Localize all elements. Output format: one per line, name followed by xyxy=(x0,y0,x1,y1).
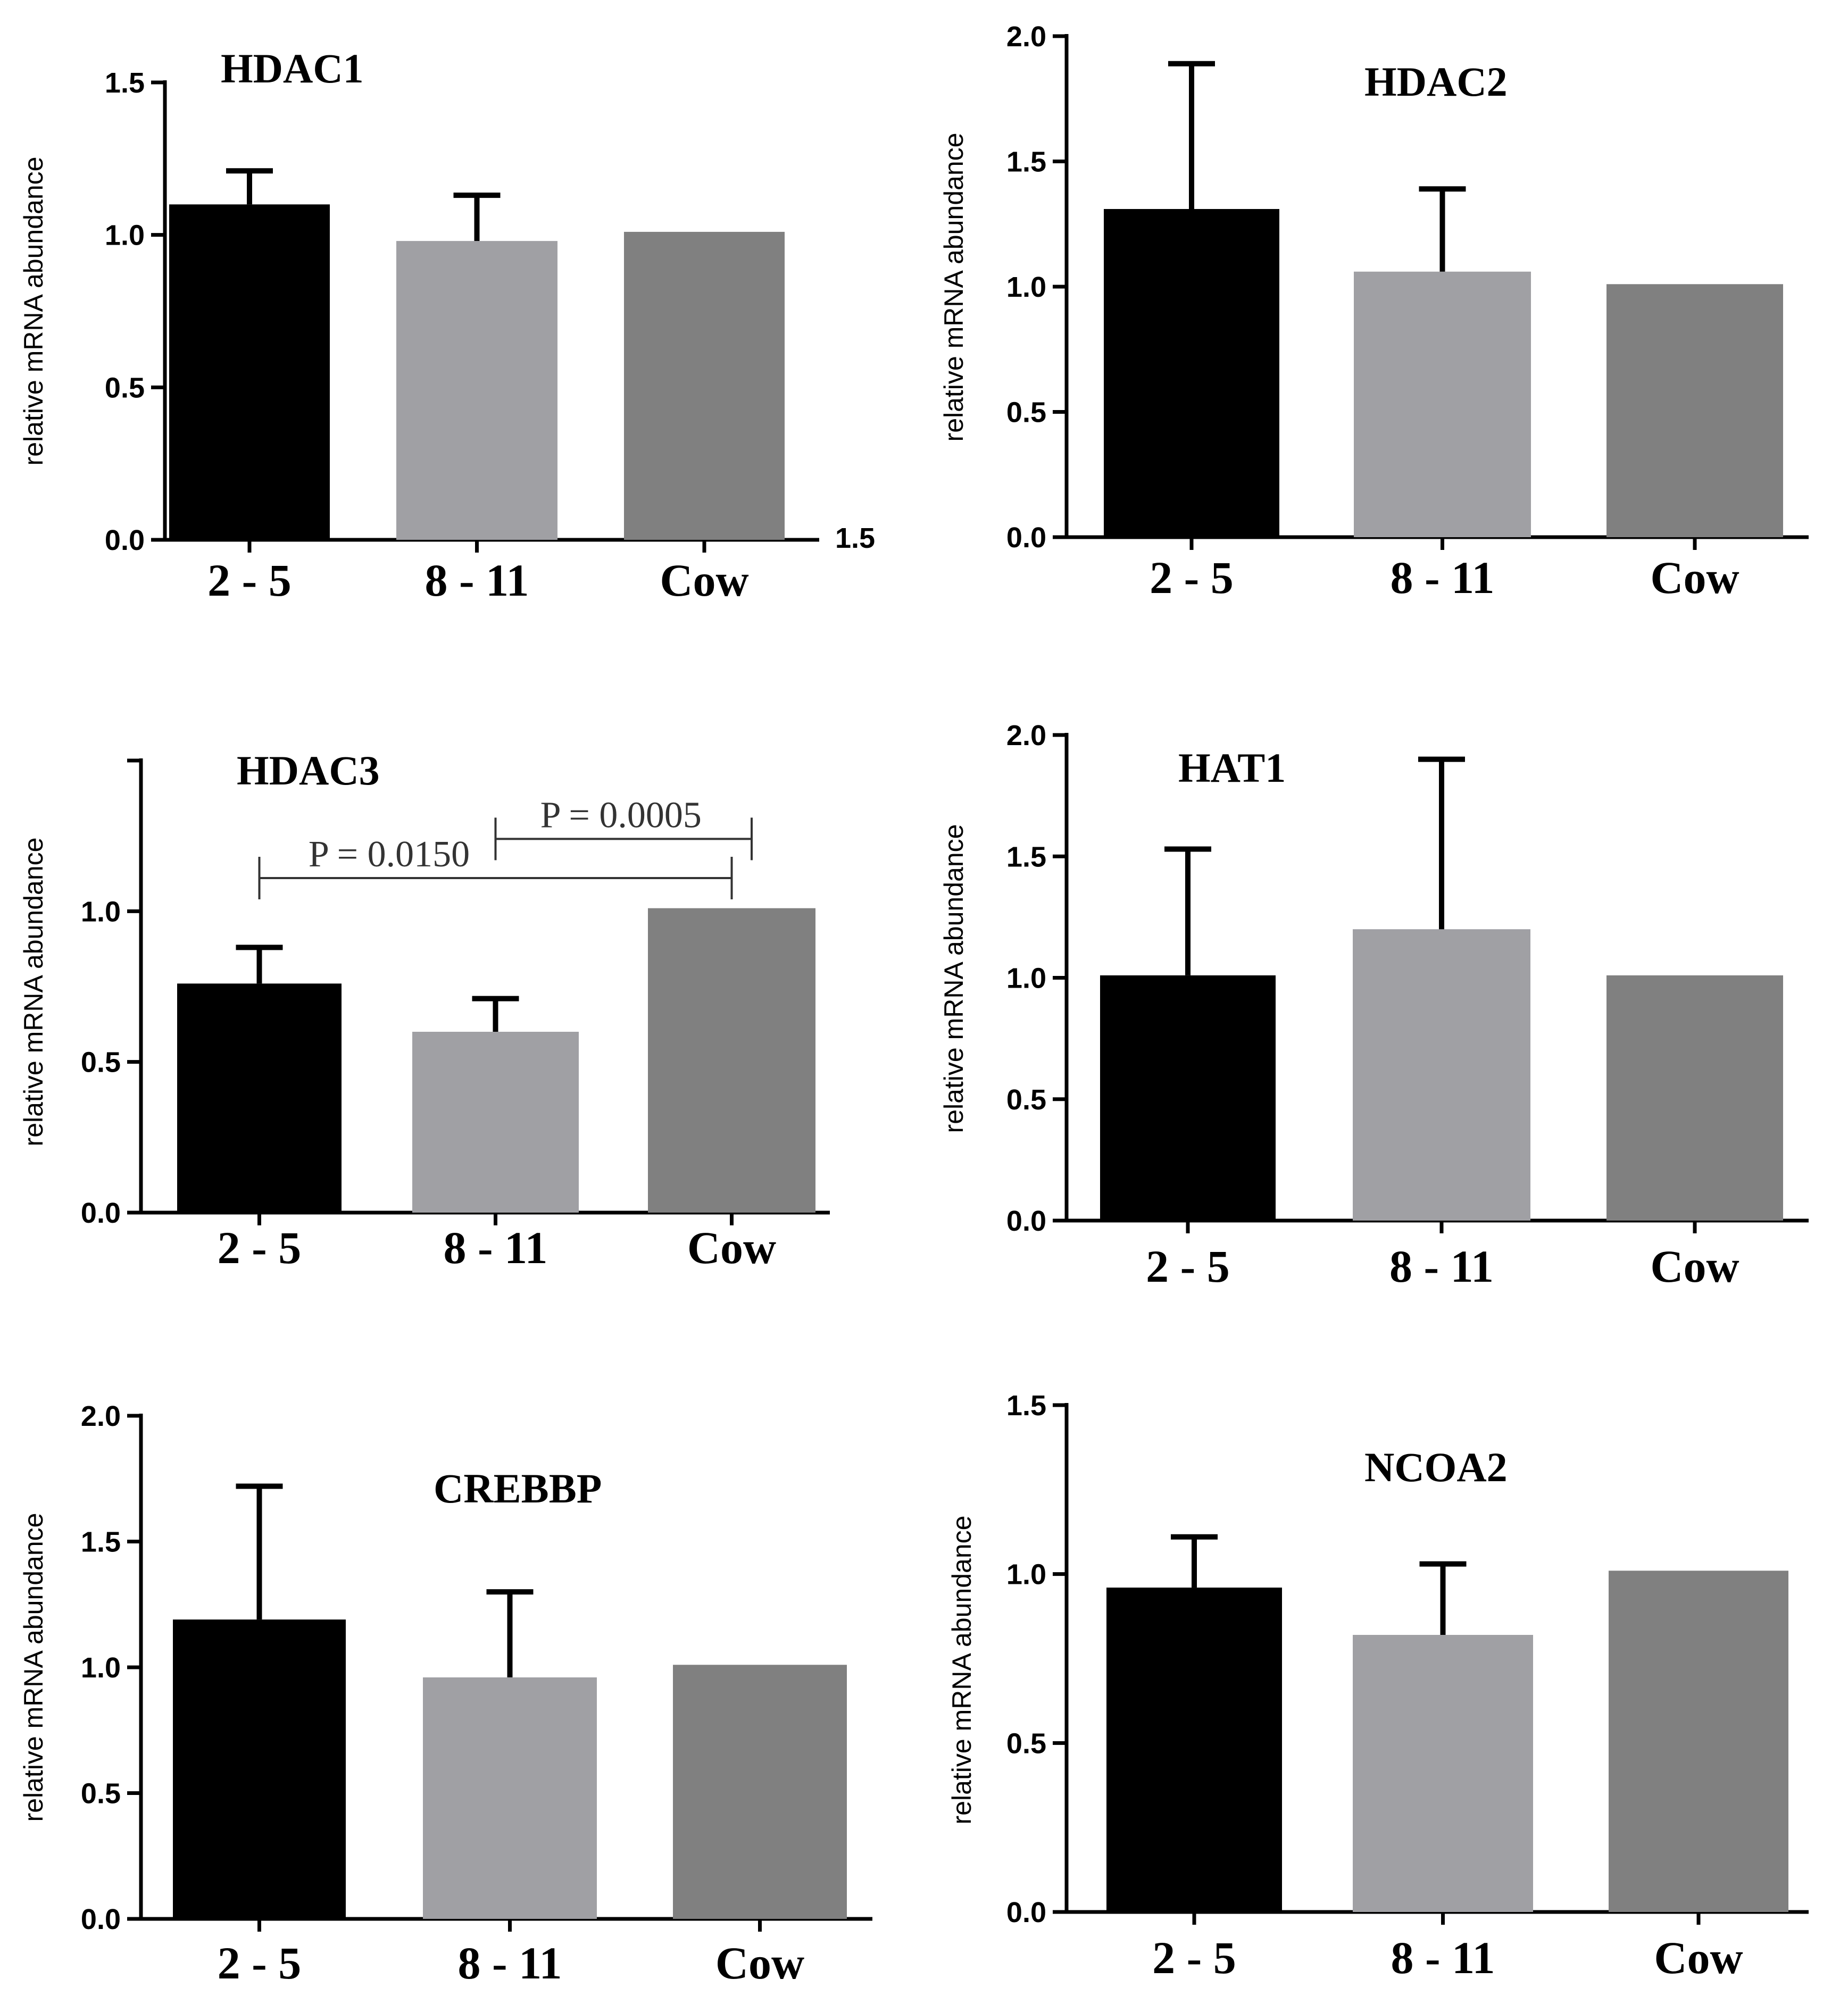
bar-1 xyxy=(1104,208,1279,537)
panel-title: NCOA2 xyxy=(1364,1444,1508,1490)
bar-3 xyxy=(1609,1571,1788,1912)
bar-3 xyxy=(673,1665,847,1919)
y-tick-label: 0.0 xyxy=(1006,1897,1046,1928)
y-tick-label: 1.5 xyxy=(81,1526,121,1558)
bar-3 xyxy=(624,231,785,540)
y-tick-label: 1.0 xyxy=(1006,963,1046,995)
y-tick-label: 1.0 xyxy=(81,896,121,928)
significance-label: P = 0.0150 xyxy=(309,834,470,875)
y-tick-label: 1.5 xyxy=(1006,146,1046,178)
y-tick-label: 0.5 xyxy=(81,1047,121,1079)
bar-1 xyxy=(177,983,342,1213)
y-tick-label: 0.5 xyxy=(1006,1727,1046,1759)
bar-3 xyxy=(648,908,815,1213)
x-tick-label: 8 - 11 xyxy=(425,555,529,606)
y-tick-label: 1.0 xyxy=(81,1652,121,1684)
y-tick-label: 1.0 xyxy=(105,220,145,252)
x-tick-label: 2 - 5 xyxy=(218,1937,302,1989)
y-tick-label: 0.5 xyxy=(1006,397,1046,429)
y-tick-label: 2.0 xyxy=(1006,21,1046,53)
bar-3 xyxy=(1606,284,1783,537)
y-tick-label: 1.0 xyxy=(1006,1559,1046,1591)
y-tick-label: 1.5 xyxy=(1006,1390,1046,1422)
x-tick-label: 8 - 11 xyxy=(1391,552,1495,603)
bar-2 xyxy=(1353,929,1530,1221)
y-tick-label: 2.0 xyxy=(81,1400,121,1432)
bar-2 xyxy=(396,241,557,540)
bar-3 xyxy=(1606,975,1783,1221)
y-tick-label: 2.0 xyxy=(1006,720,1046,751)
bar-1 xyxy=(1100,975,1276,1221)
significance-label: P = 0.0005 xyxy=(540,795,702,836)
y-axis-label: relative mRNA abundance xyxy=(19,838,48,1147)
y-axis-label: relative mRNA abundance xyxy=(939,824,969,1133)
stray-axis-label: 1.5 xyxy=(835,522,875,554)
x-tick-label: 2 - 5 xyxy=(1150,552,1234,603)
x-tick-label: Cow xyxy=(1650,552,1739,603)
x-tick-label: Cow xyxy=(660,555,748,606)
y-tick-label: 0.0 xyxy=(81,1903,121,1935)
x-tick-label: 2 - 5 xyxy=(1152,1932,1236,1983)
y-tick-label: 0.0 xyxy=(1006,1205,1046,1237)
y-axis-label: relative mRNA abundance xyxy=(19,1513,48,1822)
x-tick-label: 8 - 11 xyxy=(458,1937,562,1989)
y-tick-label: 0.0 xyxy=(1006,522,1046,554)
bar-2 xyxy=(1354,271,1531,537)
panel-title: HAT1 xyxy=(1178,745,1286,791)
y-tick-label: 0.0 xyxy=(105,524,145,556)
x-tick-label: 8 - 11 xyxy=(444,1222,548,1273)
panel-title: HDAC3 xyxy=(237,747,380,794)
bar-1 xyxy=(169,204,330,540)
y-tick-label: 1.0 xyxy=(1006,271,1046,303)
panel-title: CREBBP xyxy=(434,1465,602,1511)
y-tick-label: 0.5 xyxy=(81,1778,121,1810)
x-tick-label: 2 - 5 xyxy=(218,1222,302,1273)
x-tick-label: Cow xyxy=(1654,1932,1743,1983)
bar-2 xyxy=(423,1677,597,1919)
x-tick-label: Cow xyxy=(715,1937,804,1989)
y-tick-label: 0.0 xyxy=(81,1197,121,1229)
y-tick-label: 1.5 xyxy=(105,67,145,99)
bar-2 xyxy=(412,1032,579,1213)
y-axis-label: relative mRNA abundance xyxy=(947,1516,977,1825)
panel-title: HDAC2 xyxy=(1364,59,1508,105)
bar-1 xyxy=(173,1619,346,1919)
y-tick-label: 0.5 xyxy=(1006,1084,1046,1116)
panel-title: HDAC1 xyxy=(221,45,364,91)
y-axis-label: relative mRNA abundance xyxy=(19,157,48,466)
bar-1 xyxy=(1106,1588,1282,1912)
x-tick-label: 8 - 11 xyxy=(1389,1241,1494,1292)
x-tick-label: 2 - 5 xyxy=(207,555,292,606)
x-tick-label: 8 - 11 xyxy=(1391,1932,1495,1983)
x-tick-label: 2 - 5 xyxy=(1146,1241,1230,1292)
bar-2 xyxy=(1353,1635,1533,1912)
y-tick-label: 0.5 xyxy=(105,372,145,404)
x-tick-label: Cow xyxy=(687,1222,776,1273)
y-tick-label: 1.5 xyxy=(1006,841,1046,873)
y-axis-label: relative mRNA abundance xyxy=(939,133,969,442)
x-tick-label: Cow xyxy=(1650,1241,1739,1292)
